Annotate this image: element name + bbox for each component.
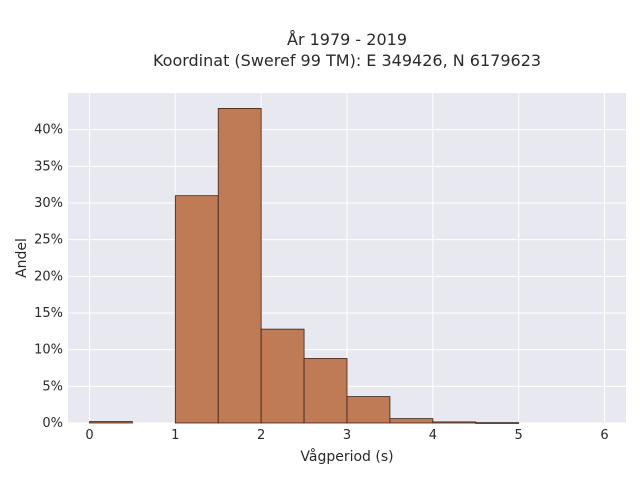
x-tick-label: 1 bbox=[171, 428, 179, 443]
x-tick-label: 0 bbox=[85, 428, 93, 443]
x-tick-label: 6 bbox=[600, 428, 608, 443]
y-tick-labels: 0% 5% 10% 15% 20% 25% 30% 35% 40% bbox=[34, 123, 63, 431]
y-tick-label: 15% bbox=[34, 306, 63, 321]
histogram-bar-7 bbox=[432, 421, 477, 424]
histogram-bar-6 bbox=[389, 418, 434, 424]
y-axis-label: Andel bbox=[14, 238, 30, 278]
x-tick-label: 2 bbox=[257, 428, 265, 443]
histogram-bar-5 bbox=[346, 396, 391, 424]
y-tick-label: 30% bbox=[34, 196, 63, 211]
x-tick-label: 5 bbox=[515, 428, 523, 443]
y-tick-label: 0% bbox=[42, 416, 63, 431]
y-tick-label: 5% bbox=[42, 379, 63, 394]
histogram-bar-0 bbox=[89, 421, 133, 424]
x-tick-labels: 0 1 2 3 4 5 6 bbox=[85, 428, 608, 443]
y-tick-label: 20% bbox=[34, 269, 63, 284]
y-tick-label: 10% bbox=[34, 343, 63, 358]
x-tick-label: 3 bbox=[343, 428, 351, 443]
bars bbox=[89, 108, 520, 424]
histogram-bar-2 bbox=[217, 108, 262, 424]
y-tick-label: 25% bbox=[34, 233, 63, 248]
y-tick-label: 35% bbox=[34, 159, 63, 174]
histogram-bar-1 bbox=[174, 195, 219, 424]
histogram-bar-8 bbox=[475, 422, 520, 424]
histogram-bar-4 bbox=[303, 358, 348, 424]
chart-title-line-1: År 1979 - 2019 bbox=[287, 30, 407, 49]
x-tick-label: 4 bbox=[429, 428, 437, 443]
chart-title-line-2: Koordinat (Sweref 99 TM): E 349426, N 61… bbox=[153, 51, 541, 70]
histogram-bar-3 bbox=[260, 328, 305, 424]
x-axis-label: Vågperiod (s) bbox=[300, 448, 393, 465]
y-tick-label: 40% bbox=[34, 123, 63, 138]
